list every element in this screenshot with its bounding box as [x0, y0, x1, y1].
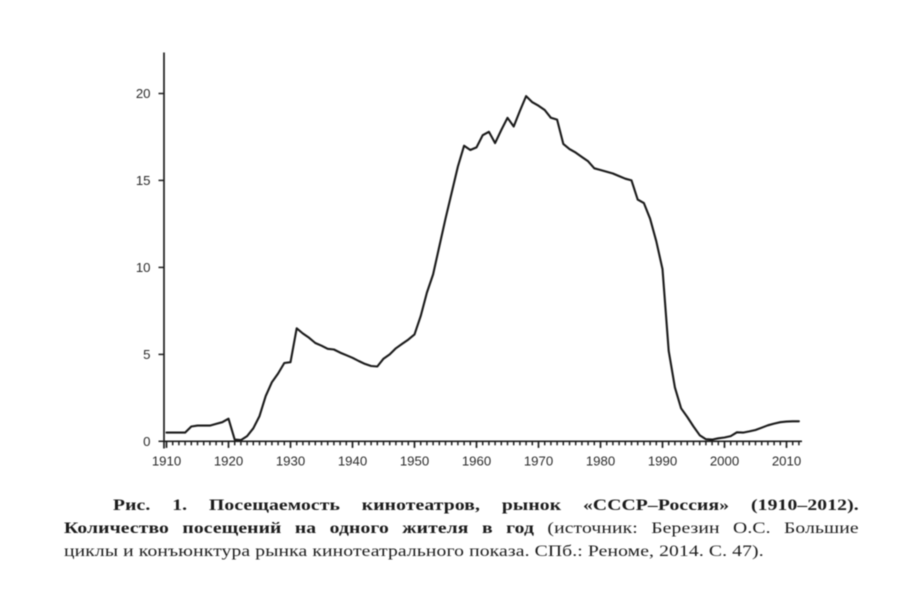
svg-text:5: 5	[143, 347, 150, 362]
svg-text:1960: 1960	[462, 453, 491, 468]
svg-text:1930: 1930	[276, 453, 305, 468]
svg-text:2010: 2010	[772, 453, 801, 468]
svg-text:1990: 1990	[648, 453, 677, 468]
svg-text:1970: 1970	[524, 453, 553, 468]
svg-text:20: 20	[136, 86, 151, 101]
svg-text:15: 15	[136, 173, 151, 188]
svg-text:1920: 1920	[214, 453, 243, 468]
svg-text:1980: 1980	[586, 453, 615, 468]
svg-text:2000: 2000	[710, 453, 739, 468]
svg-text:0: 0	[143, 434, 150, 449]
svg-text:1910: 1910	[152, 453, 181, 468]
svg-text:1950: 1950	[400, 453, 429, 468]
svg-text:1940: 1940	[338, 453, 367, 468]
svg-text:10: 10	[136, 260, 151, 275]
